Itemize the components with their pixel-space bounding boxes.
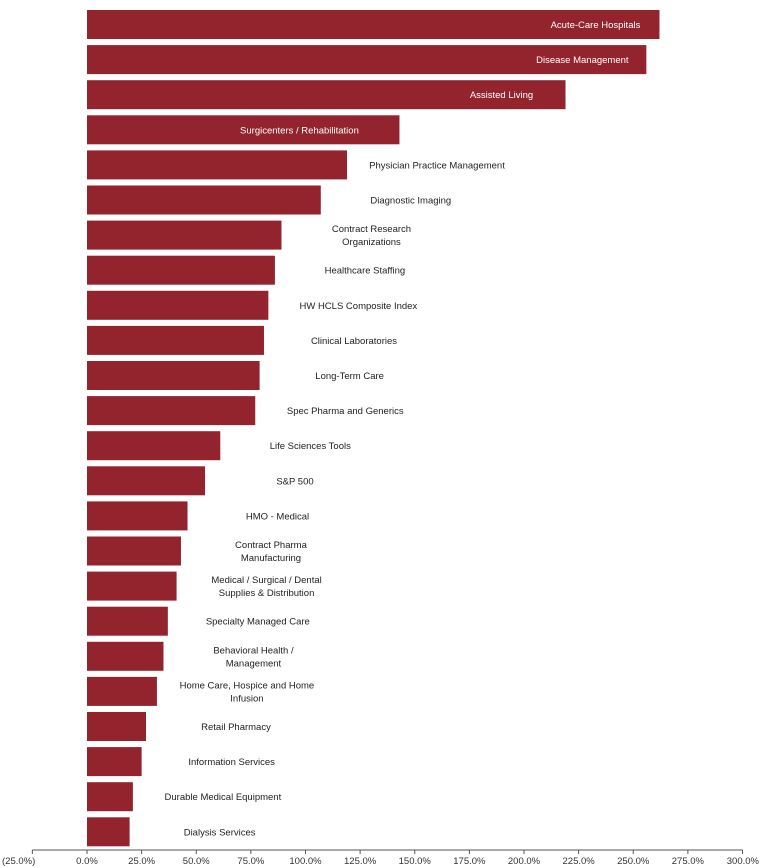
bar-17 (87, 606, 168, 636)
bar-label-22: Durable Medical Equipment (165, 792, 282, 803)
bar-label-12: Life Sciences Tools (270, 441, 351, 452)
bar-7 (87, 255, 275, 285)
x-tick-label-6: 125.0% (344, 856, 377, 867)
labels-group: Acute-Care Hospitals Disease Management As… (165, 20, 641, 838)
bar-5 (87, 185, 321, 215)
bar-label-0: Acute-Care Hospitals (551, 20, 641, 31)
bar-label-15: Contract Pharma Manufacturing (235, 540, 308, 564)
x-tick-label-1: 0.0% (76, 856, 98, 867)
bar-22 (87, 782, 133, 812)
bar-label-13: S&P 500 (276, 476, 313, 487)
bar-19 (87, 676, 157, 706)
x-tick-label-11: 250.0% (617, 856, 650, 867)
bar-18 (87, 641, 164, 671)
x-tick-label-4: 75.0% (237, 856, 264, 867)
bar-label-11: Spec Pharma and Generics (287, 406, 404, 417)
bar-20 (87, 712, 146, 741)
bar-3 (87, 115, 400, 145)
bar-13 (87, 466, 205, 496)
bar-label-19: Home Care, Hospice and Home Infusion (180, 680, 315, 704)
bar-label-17: Specialty Managed Care (206, 617, 310, 628)
bar-15 (87, 536, 181, 566)
bar-1 (87, 45, 647, 75)
x-tick-label-0: (25.0%) (2, 856, 35, 867)
bar-label-6: Contract Research Organizations (332, 224, 411, 248)
bar-label-23: Dialysis Services (184, 827, 256, 838)
x-tick-label-9: 200.0% (508, 856, 541, 867)
bar-2 (87, 80, 566, 110)
x-tick-label-12: 275.0% (672, 856, 705, 867)
bar-label-10: Long-Term Care (315, 371, 384, 382)
bar-label-9: Clinical Laboratories (311, 336, 397, 347)
x-tick-label-10: 225.0% (563, 856, 596, 867)
bar-14 (87, 501, 188, 531)
x-tick-label-3: 50.0% (183, 856, 210, 867)
bar-label-21: Information Services (188, 757, 275, 768)
x-tick-label-13: 300.0% (727, 856, 760, 867)
bar-label-8: HW HCLS Composite Index (299, 301, 417, 312)
x-axis-ticks: (25.0%) 0.0% 25.0% 50.0% 75.0% 100.0% 125.0% 15… (2, 850, 760, 867)
bar-label-5: Diagnostic Imaging (370, 196, 451, 207)
bar-label-4: Physician Practice Management (369, 160, 505, 171)
bar-12 (87, 431, 221, 461)
bar-9 (87, 325, 264, 355)
bar-21 (87, 747, 142, 777)
bar-label-3: Surgicenters / Rehabilitation (240, 125, 359, 136)
bar-label-7: Healthcare Staffing (325, 266, 406, 277)
x-tick-label-8: 175.0% (453, 856, 486, 867)
bar-11 (87, 396, 256, 426)
bar-0 (87, 10, 660, 39)
bar-16 (87, 571, 177, 601)
bar-label-18: Behavioral Health / Management (213, 645, 294, 669)
bar-8 (87, 290, 269, 320)
bar-label-16: Medical / Surgical / Dental Supplies & Di… (211, 575, 321, 599)
bar-23 (87, 817, 130, 847)
x-tick-label-2: 25.0% (128, 856, 155, 867)
x-tick-label-7: 150.0% (399, 856, 432, 867)
bar-10 (87, 361, 260, 390)
x-tick-label-5: 100.0% (289, 856, 322, 867)
bars-group (87, 10, 660, 847)
bar-label-20: Retail Pharmacy (201, 722, 271, 733)
bar-label-2: Assisted Living (470, 90, 533, 101)
bar-label-14: HMO - Medical (246, 511, 309, 522)
bar-6 (87, 220, 282, 250)
bar-label-1: Disease Management (536, 55, 629, 66)
bar-4 (87, 150, 348, 180)
